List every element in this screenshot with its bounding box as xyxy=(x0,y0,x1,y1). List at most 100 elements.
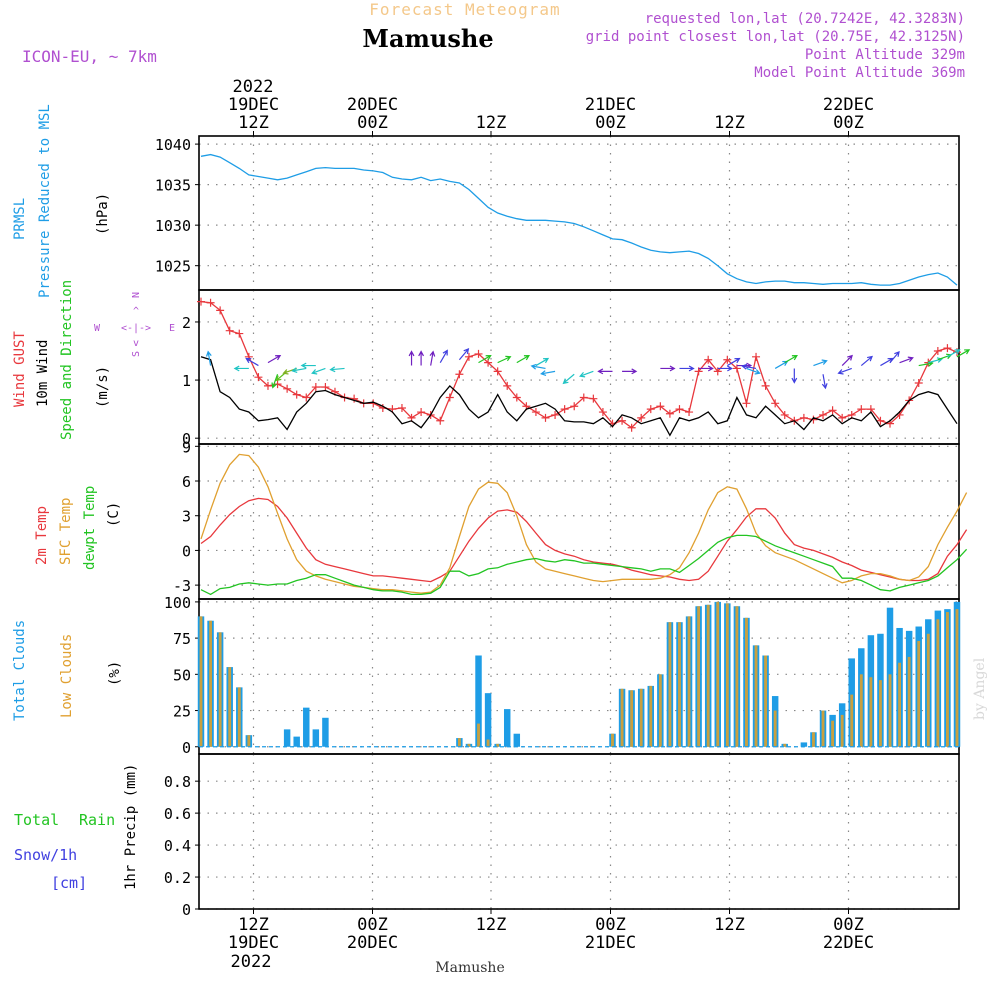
compass-vert-2: v xyxy=(133,338,139,349)
wind-arrow-19 xyxy=(535,357,550,367)
gust-point-31 xyxy=(493,367,502,376)
gust-point-37 xyxy=(551,410,560,419)
gust-point-50 xyxy=(675,405,684,414)
bar-low-50 xyxy=(678,622,681,747)
bar-low-0 xyxy=(199,616,203,747)
bar-low-27 xyxy=(457,738,461,747)
bottom-axis-time-2: 12Z xyxy=(476,915,507,935)
ytick-label-temperature-1: 0 xyxy=(182,542,191,560)
wind-arrow-12 xyxy=(418,350,425,366)
bar-total-9 xyxy=(283,729,291,747)
bar-low-49 xyxy=(668,622,672,747)
gust-point-32 xyxy=(503,381,512,390)
bar-low-74 xyxy=(907,656,911,747)
wind-arrow-16 xyxy=(478,355,492,364)
ytick-label-clouds-1: 25 xyxy=(173,703,191,721)
p3-unit: (C) xyxy=(106,502,122,527)
wind-arrow-28 xyxy=(698,365,714,372)
compass-e: E xyxy=(169,323,175,334)
bar-low-45 xyxy=(630,690,634,747)
gust-point-2 xyxy=(216,306,225,315)
gust-point-27 xyxy=(455,370,464,379)
series-temperature-0 xyxy=(200,497,968,583)
bar-low-76 xyxy=(926,633,930,747)
bar-total-29 xyxy=(475,655,482,747)
gust-point-52 xyxy=(694,367,703,376)
bar-low-48 xyxy=(658,674,662,747)
bottom-axis-time-4: 12Z xyxy=(714,915,745,935)
gust-point-53 xyxy=(704,355,713,364)
bar-low-70 xyxy=(869,677,873,747)
top-axis-time-1: 00Z xyxy=(357,113,388,133)
panel-temperature: -3 0 3 6 9 xyxy=(173,438,968,600)
bar-low-67 xyxy=(840,714,844,747)
wind-arrow-14 xyxy=(439,349,448,363)
p3-label-2m: 2m Temp xyxy=(34,506,50,565)
wind-arrow-29 xyxy=(717,365,734,372)
top-axis-year: 2022 xyxy=(233,77,274,97)
ytick-label-pressure-2: 1035 xyxy=(155,177,191,195)
compass-s: S xyxy=(131,351,142,357)
bar-low-79 xyxy=(955,609,959,747)
gust-point-59 xyxy=(761,381,770,390)
gust-point-65 xyxy=(819,410,828,419)
gust-point-36 xyxy=(541,413,550,422)
gust-point-51 xyxy=(685,408,694,417)
bar-low-52 xyxy=(697,606,701,747)
ytick-label-precip-0: 0 xyxy=(182,901,191,919)
wind-arrow-39 xyxy=(841,354,853,366)
series-temperature-2 xyxy=(200,534,968,596)
gust-point-64 xyxy=(809,415,818,424)
product-title: Forecast Meteogram xyxy=(369,0,560,19)
bar-low-57 xyxy=(745,617,748,747)
gust-point-11 xyxy=(302,393,311,402)
wind-arrow-36 xyxy=(791,368,798,384)
wind-arrow-9 xyxy=(311,367,326,375)
bar-low-68 xyxy=(850,694,854,747)
top-axis-time-0: 12Z xyxy=(238,113,269,133)
gust-point-75 xyxy=(914,378,923,387)
bar-total-10 xyxy=(293,736,300,747)
bar-low-56 xyxy=(735,606,739,747)
gust-point-71 xyxy=(876,416,885,425)
bottom-axis-date-1: 20DEC xyxy=(347,933,398,953)
bottom-axis-time-3: 00Z xyxy=(595,915,626,935)
wind-arrow-2 xyxy=(245,357,259,367)
wind-arrow-26 xyxy=(660,365,676,372)
bar-low-60 xyxy=(773,710,777,747)
ytick-label-clouds-3: 75 xyxy=(173,630,191,648)
wind-arrow-24 xyxy=(597,368,613,375)
top-axis-date-3: 21DEC xyxy=(585,95,636,115)
gust-point-48 xyxy=(656,402,665,411)
bar-low-31 xyxy=(496,743,500,747)
gust-point-3 xyxy=(225,326,234,335)
wind-arrow-22 xyxy=(562,373,575,385)
bar-low-43 xyxy=(611,733,614,747)
gust-point-6 xyxy=(254,373,263,382)
bar-total-13 xyxy=(322,717,329,747)
top-axis-date-1: 20DEC xyxy=(347,95,398,115)
wind-arrow-17 xyxy=(497,355,512,364)
gust-point-9 xyxy=(283,384,292,393)
bar-low-3 xyxy=(228,667,232,747)
ytick-label-wind-2: 2 xyxy=(182,314,191,332)
bar-total-12 xyxy=(312,729,320,747)
p2-label-gust: Wind GUST xyxy=(12,331,28,407)
bar-low-71 xyxy=(879,680,882,747)
bar-low-51 xyxy=(687,616,691,747)
top-axis-time-2: 12Z xyxy=(476,113,507,133)
panel-precip: 0 0.2 0.4 0.6 0.8 xyxy=(164,753,960,919)
frame-pressure xyxy=(198,135,960,291)
bar-low-64 xyxy=(812,732,815,747)
bar-low-58 xyxy=(754,645,758,747)
wind-arrow-38 xyxy=(821,374,828,390)
top-axis-time-4: 12Z xyxy=(714,113,745,133)
gust-point-66 xyxy=(828,406,837,415)
wind-arrow-0 xyxy=(205,350,212,366)
wind-arrow-3 xyxy=(267,355,282,364)
gust-point-25 xyxy=(436,416,445,425)
p1-label-prmsl: PRMSL xyxy=(12,198,28,240)
credit-watermark: by Angel xyxy=(972,657,988,720)
p3-label-dew: dewpt Temp xyxy=(82,486,98,570)
gust-point-69 xyxy=(857,405,866,414)
